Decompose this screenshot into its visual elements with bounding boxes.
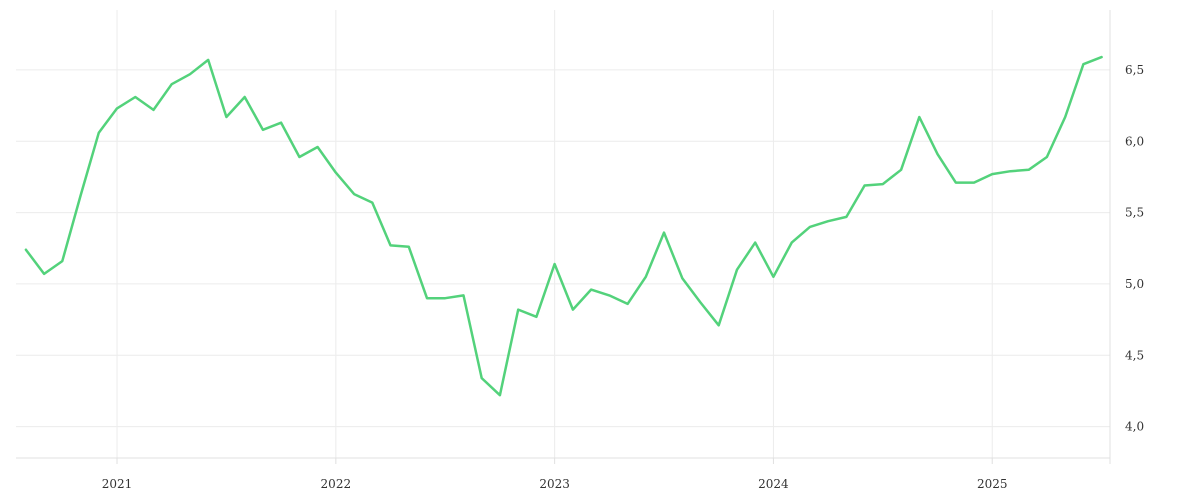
data-point xyxy=(244,96,246,98)
data-point xyxy=(316,146,318,148)
data-point xyxy=(389,244,391,246)
data-point xyxy=(791,241,793,243)
data-point xyxy=(43,273,45,275)
data-point xyxy=(918,116,920,118)
data-point xyxy=(225,116,227,118)
data-point xyxy=(754,241,756,243)
data-point xyxy=(79,194,81,196)
data-point xyxy=(772,276,774,278)
data-point xyxy=(845,216,847,218)
data-point xyxy=(626,303,628,305)
data-point xyxy=(535,316,537,318)
data-point xyxy=(98,132,100,134)
data-point xyxy=(882,183,884,185)
data-point xyxy=(134,96,136,98)
series-layer xyxy=(24,55,1103,397)
data-point xyxy=(718,324,720,326)
data-point xyxy=(426,297,428,299)
data-point xyxy=(335,171,337,173)
data-point xyxy=(1046,156,1048,158)
axis-layer xyxy=(16,10,1111,464)
data-point xyxy=(663,231,665,233)
data-point xyxy=(408,246,410,248)
data-point xyxy=(955,181,957,183)
series-line xyxy=(24,55,1103,397)
data-point xyxy=(207,59,209,61)
y-tick-label: 6,5 xyxy=(1125,63,1144,77)
x-tick-label: 2025 xyxy=(977,477,1008,491)
y-tick-label: 5,5 xyxy=(1125,206,1144,220)
data-point xyxy=(681,277,683,279)
data-point xyxy=(1100,56,1102,58)
x-tick-label: 2023 xyxy=(539,477,570,491)
data-point xyxy=(171,83,173,85)
data-point xyxy=(298,156,300,158)
data-point xyxy=(553,263,555,265)
data-point xyxy=(152,109,154,111)
data-point xyxy=(827,220,829,222)
data-point xyxy=(1064,116,1066,118)
data-point xyxy=(462,294,464,296)
x-tick-label: 2021 xyxy=(102,477,133,491)
data-point xyxy=(499,394,501,396)
x-tick-label: 2022 xyxy=(321,477,352,491)
x-tick-label: 2024 xyxy=(758,477,789,491)
y-tick-label: 5,0 xyxy=(1125,277,1144,291)
data-point xyxy=(863,184,865,186)
data-point xyxy=(1082,63,1084,65)
data-point xyxy=(280,122,282,124)
data-point xyxy=(572,308,574,310)
label-layer: 4,0 4,5 5,0 5,5 6,0 6,5 2021 2022 2023 2024 2025 xyxy=(102,63,1144,491)
data-point xyxy=(900,169,902,171)
y-tick-label: 4,0 xyxy=(1125,420,1144,434)
data-point xyxy=(809,226,811,228)
data-point xyxy=(1028,169,1030,171)
data-point xyxy=(371,201,373,203)
y-tick-label: 4,5 xyxy=(1125,348,1144,362)
data-point xyxy=(991,173,993,175)
data-point xyxy=(973,181,975,183)
data-point xyxy=(517,308,519,310)
y-tick-label: 6,0 xyxy=(1125,134,1144,148)
data-point xyxy=(590,288,592,290)
data-point xyxy=(25,249,27,251)
data-point xyxy=(936,153,938,155)
data-point xyxy=(189,73,191,75)
data-point xyxy=(481,377,483,379)
data-point xyxy=(444,297,446,299)
data-point xyxy=(608,294,610,296)
data-point xyxy=(353,193,355,195)
grid-layer xyxy=(16,10,1110,458)
data-point xyxy=(699,301,701,303)
data-point xyxy=(736,269,738,271)
data-point xyxy=(61,260,63,262)
data-point xyxy=(645,276,647,278)
data-point xyxy=(116,107,118,109)
data-point xyxy=(262,129,264,131)
data-point xyxy=(1009,170,1011,172)
